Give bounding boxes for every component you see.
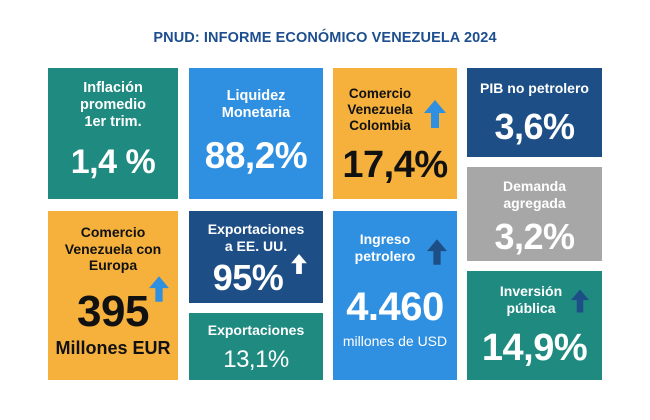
- tile-label: Liquidez Monetaria: [221, 88, 291, 122]
- tile-pib: PIB no petrolero 3,6%: [467, 68, 602, 157]
- tile-demanda: Demanda agregada 3,2%: [467, 167, 602, 261]
- tile-unit: Millones EUR: [55, 337, 171, 358]
- tile-ingreso-petrolero: Ingreso petrolero 4.460 millones de USD: [333, 211, 457, 380]
- tile-inversion: Inversión pública 14,9%: [467, 271, 602, 380]
- tile-exportaciones-eeuu: Exportaciones a EE. UU. 95%: [189, 211, 323, 303]
- tile-value: 13,1%: [223, 345, 289, 373]
- tile-value: 1,4 %: [70, 143, 156, 182]
- tile-label: Inflación promedio 1er trim.: [79, 80, 147, 131]
- tile-label: Comercio Venezuela con Europa: [64, 224, 162, 274]
- tile-label: Exportaciones: [207, 322, 305, 338]
- tile-label: Demanda agregada: [502, 178, 567, 211]
- tile-unit: millones de USD: [342, 333, 448, 349]
- tile-label: Exportaciones a EE. UU.: [207, 221, 305, 254]
- up-arrow-icon: [424, 100, 446, 128]
- tile-value: 395: [77, 286, 149, 336]
- page-title: PNUD: INFORME ECONÓMICO VENEZUELA 2024: [153, 30, 497, 46]
- tile-value: 3,6%: [494, 105, 575, 147]
- up-arrow-icon: [291, 254, 307, 275]
- tile-value: 3,2%: [494, 216, 575, 258]
- tile-label: Comercio Venezuela Colombia: [347, 86, 413, 133]
- up-arrow-icon: [149, 275, 169, 302]
- tile-inflacion: Inflación promedio 1er trim. 1,4 %: [48, 68, 178, 199]
- tile-value: 88,2%: [204, 135, 308, 177]
- tile-label: PIB no petrolero: [480, 80, 589, 96]
- tile-comercio-colombia: Comercio Venezuela Colombia 17,4%: [333, 68, 457, 199]
- tile-liquidez: Liquidez Monetaria 88,2%: [189, 68, 323, 199]
- tile-value: 95%: [212, 257, 284, 299]
- up-arrow-icon: [571, 289, 589, 313]
- tile-comercio-europa: Comercio Venezuela con Europa 395 Millon…: [48, 211, 178, 380]
- tile-value: 14,9%: [481, 327, 588, 369]
- tile-label: Inversión pública: [499, 283, 563, 316]
- tile-exportaciones: Exportaciones 13,1%: [189, 313, 323, 380]
- tile-label: Ingreso petrolero: [354, 231, 416, 264]
- up-arrow-icon: [427, 239, 447, 265]
- tile-value: 17,4%: [342, 144, 448, 186]
- tile-value: 4.460: [346, 285, 444, 329]
